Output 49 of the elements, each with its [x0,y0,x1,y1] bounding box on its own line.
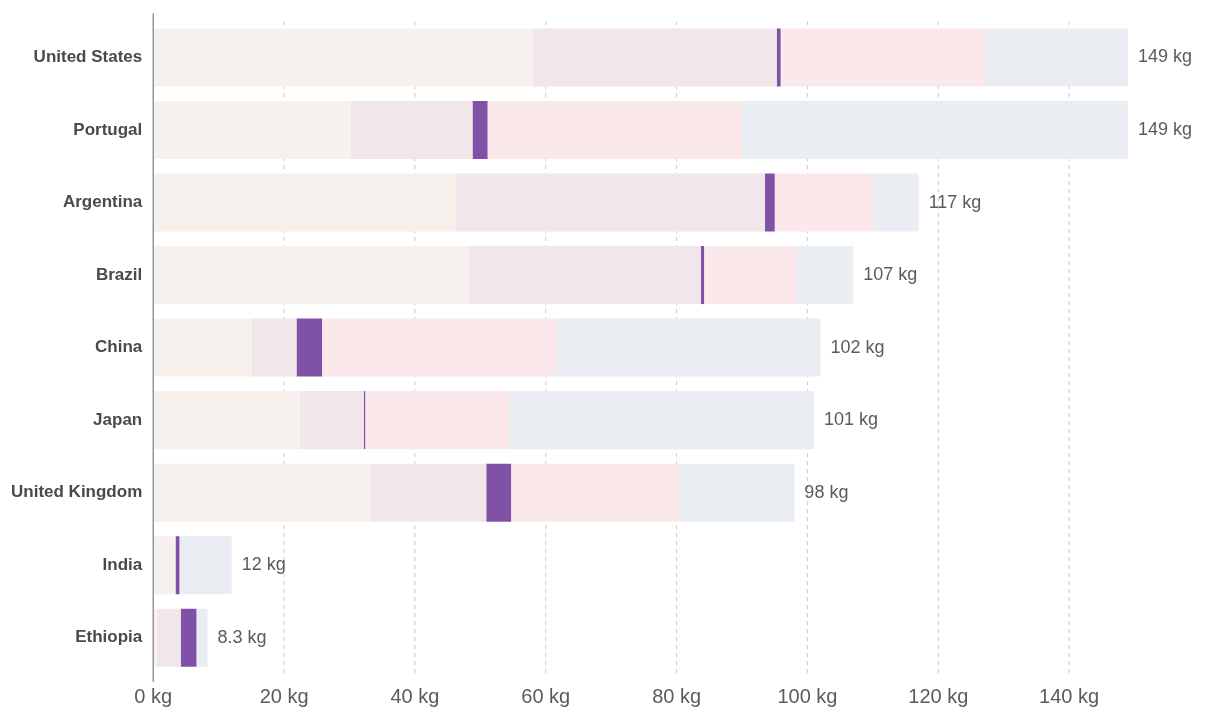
total-label: 117 kg [928,191,982,212]
y-tick-label: Brazil [95,264,143,284]
y-tick-label: Argentina [62,192,143,212]
bar [472,100,488,160]
bar [774,173,873,232]
y-tick-label: United Kingdom [10,482,143,502]
bar [704,246,797,305]
y-tick-label: China [95,337,143,357]
x-tick-label: 120 kg [908,684,969,707]
bar [764,173,775,232]
x-tick-label: 80 kg [652,684,702,707]
bar [156,608,181,667]
total-label: 149 kg [1138,118,1193,139]
bar [487,100,742,160]
bar [322,318,557,377]
y-tick-label: Japan [93,409,143,429]
y-tick-label: United States [33,47,143,67]
bar [511,463,678,522]
bar [486,463,512,522]
bar [180,608,197,667]
x-tick-label: 40 kg [390,684,440,707]
bar [509,391,814,450]
bar [153,536,176,595]
y-tick-label: Ethiopia [75,627,143,647]
bar [741,100,1128,160]
total-label: 102 kg [830,336,885,357]
bar [700,246,705,305]
y-tick-label: Portugal [73,119,143,139]
total-label: 8.3 kg [217,626,267,647]
bar [196,608,208,667]
bar [780,28,987,87]
total-label: 107 kg [863,264,918,285]
x-tick-label: 0 kg [134,684,173,707]
total-label: 101 kg [823,409,879,430]
total-label: 149 kg [1138,46,1193,67]
y-tick-label: India [102,554,143,574]
x-tick-label: 100 kg [777,684,838,707]
bar [776,28,781,87]
bar [556,318,821,377]
x-tick-label: 140 kg [1039,684,1100,707]
total-label: 12 kg [241,554,286,575]
bar [296,318,323,377]
bar [179,536,232,595]
bar [677,463,795,522]
bar [796,246,854,305]
total-label: 98 kg [804,481,849,502]
x-tick-label: 60 kg [521,684,571,707]
x-tick-label: 20 kg [259,684,309,707]
bar [986,28,1128,87]
